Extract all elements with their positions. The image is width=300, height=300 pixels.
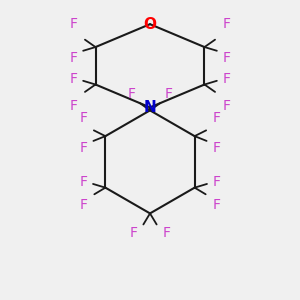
Text: O: O: [143, 17, 157, 32]
Text: F: F: [222, 51, 230, 64]
Text: F: F: [80, 142, 88, 155]
Text: F: F: [212, 111, 220, 125]
Text: F: F: [222, 17, 230, 31]
Text: F: F: [130, 226, 137, 240]
Text: N: N: [144, 100, 156, 115]
Text: F: F: [128, 88, 136, 101]
Text: F: F: [163, 226, 170, 240]
Text: F: F: [222, 72, 230, 86]
Text: F: F: [70, 17, 78, 31]
Text: F: F: [80, 175, 88, 189]
Text: F: F: [70, 72, 78, 86]
Text: F: F: [70, 51, 78, 64]
Text: F: F: [212, 198, 220, 212]
Text: F: F: [80, 111, 88, 125]
Text: F: F: [212, 142, 220, 155]
Text: F: F: [212, 175, 220, 189]
Text: F: F: [70, 99, 78, 113]
Text: F: F: [164, 88, 172, 101]
Text: F: F: [80, 198, 88, 212]
Text: F: F: [222, 99, 230, 113]
